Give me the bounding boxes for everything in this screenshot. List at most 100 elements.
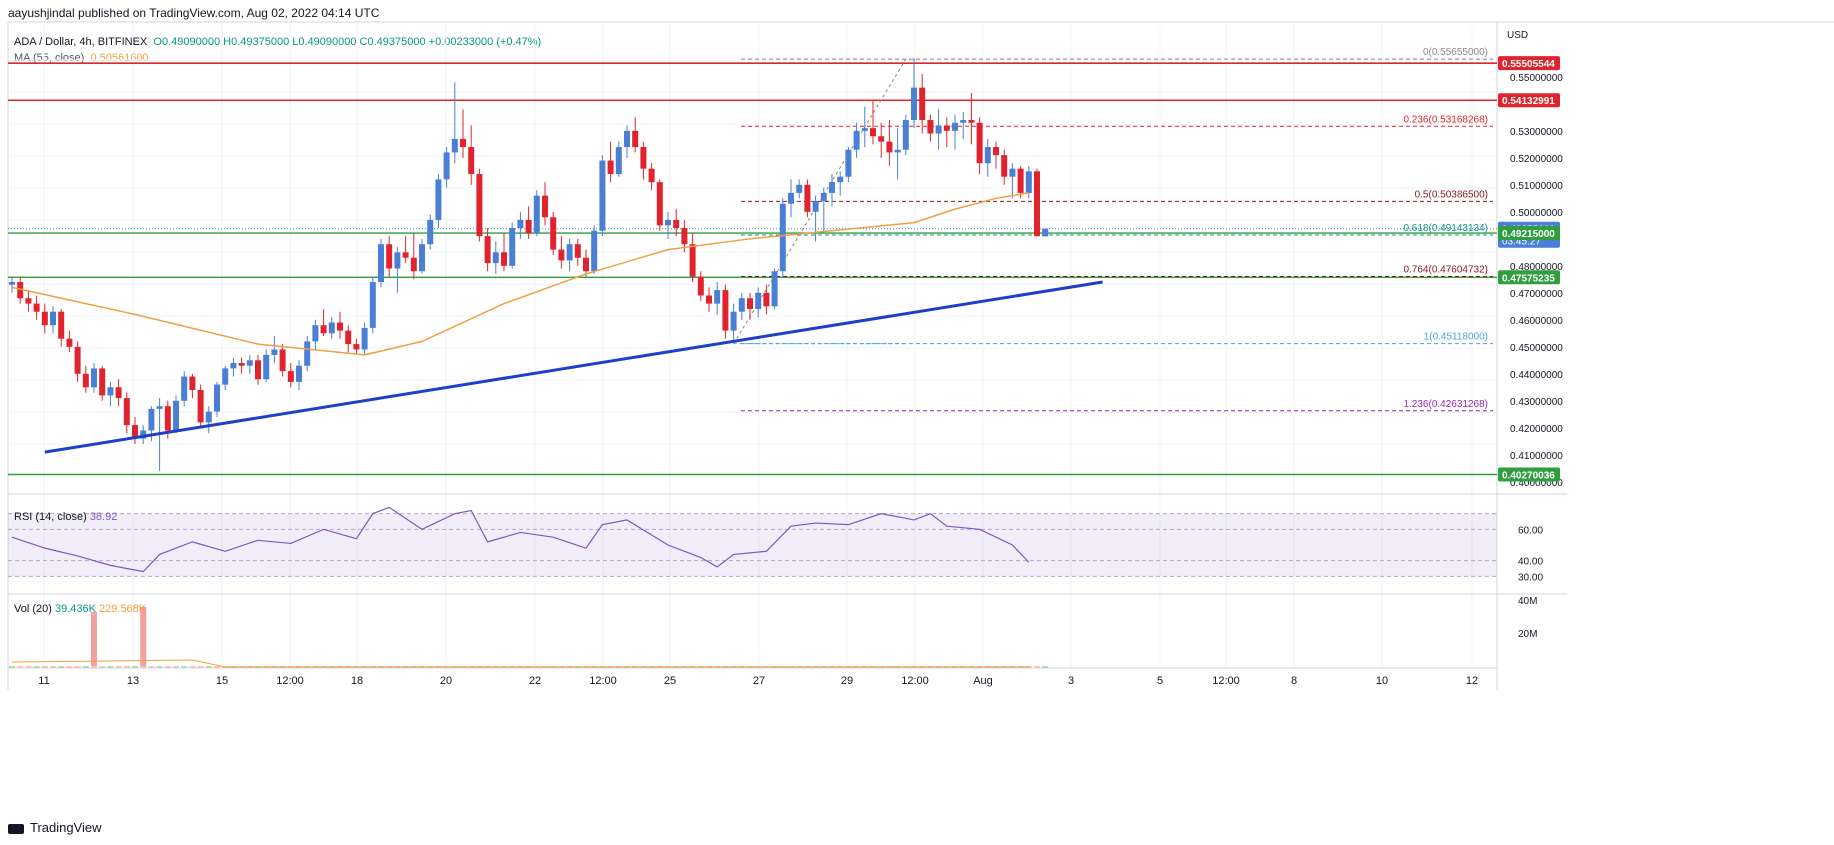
candle-up	[960, 120, 967, 123]
volume-bar	[41, 666, 48, 668]
time-tick-label: 15	[216, 675, 228, 687]
rsi-tick-label: 40.00	[1518, 557, 1543, 568]
candle-down	[632, 130, 639, 148]
price-tick-label: 0.53000000	[1510, 127, 1563, 138]
candle-up	[156, 406, 163, 409]
price-badge-value: 0.47575235	[1502, 273, 1555, 284]
candle-down	[886, 141, 893, 153]
volume-bar	[99, 666, 106, 668]
candle-up	[263, 354, 270, 380]
candle-up	[599, 160, 606, 231]
candle-down	[550, 217, 557, 250]
candle-up	[935, 125, 942, 134]
candle-up	[812, 201, 819, 212]
symbol-name[interactable]: ADA / Dollar, 4h, BITFINEX	[14, 36, 148, 48]
candle-down	[878, 136, 885, 142]
candle-up	[665, 219, 671, 226]
price-badge-value: 0.54132991	[1502, 96, 1555, 107]
volume-bar	[91, 666, 97, 668]
candle-up	[779, 203, 786, 272]
ohlc-values: O0.49090000 H0.49375000 L0.49090000 C0.4…	[153, 36, 542, 48]
volume-bar	[66, 666, 73, 668]
candle-down	[17, 282, 24, 299]
candle-down	[25, 298, 32, 304]
price-tick-label: 0.40000000	[1510, 478, 1563, 489]
candle-down	[484, 236, 491, 264]
candle-up	[566, 244, 573, 261]
moving-average-line	[11, 192, 1029, 356]
volume-bar	[1042, 666, 1049, 668]
time-tick-label: 12:00	[589, 675, 617, 687]
time-tick-label: 18	[351, 675, 363, 687]
candle-down	[681, 228, 688, 245]
candle-up	[296, 365, 302, 382]
ma-label[interactable]: MA (55, close)	[14, 52, 85, 64]
candle-down	[410, 257, 417, 272]
candle-down	[337, 322, 343, 331]
price-badge	[1498, 93, 1560, 108]
volume-bar	[173, 666, 179, 668]
volume-bar	[58, 666, 65, 668]
price-badge-value: 0.40270036	[1502, 471, 1555, 482]
candle-up	[615, 147, 622, 175]
price-badge	[1498, 467, 1560, 482]
candle-up	[378, 244, 384, 283]
time-tick-label: 25	[664, 675, 676, 687]
candle-down	[525, 219, 532, 234]
price-tick-label: 0.42000000	[1510, 424, 1563, 435]
time-tick-label: 8	[1291, 675, 1297, 687]
ma-value: 0.50561600	[90, 52, 149, 64]
candle-down	[164, 406, 171, 431]
candle-up	[419, 244, 425, 272]
volume-bar	[164, 666, 171, 668]
volume-bar	[189, 666, 196, 668]
volume-bar	[9, 666, 15, 668]
volume-bar	[181, 666, 188, 668]
time-tick-label: 11	[38, 675, 49, 687]
candle-down	[574, 244, 581, 258]
candle-down	[1034, 171, 1040, 237]
candle-up	[624, 130, 630, 148]
candle-up	[451, 138, 458, 153]
price-tick-label: 0.45000000	[1510, 343, 1563, 354]
candle-up	[984, 147, 991, 164]
time-tick-label: 29	[841, 675, 853, 687]
candle-up	[517, 219, 524, 229]
price-tick-label: 0.50000000	[1510, 208, 1563, 219]
volume-bar	[140, 666, 147, 668]
candle-down	[468, 147, 475, 175]
candle-down	[386, 244, 393, 269]
candle-down	[115, 387, 122, 399]
candle-up	[820, 192, 827, 202]
candle-up	[181, 376, 188, 401]
candle-down	[804, 184, 811, 212]
tradingview-brand[interactable]: TradingView	[8, 820, 102, 835]
volume-bar	[1034, 666, 1040, 668]
candle-up	[533, 195, 540, 234]
volume-bar	[205, 666, 212, 668]
candle-down	[689, 244, 696, 277]
price-badge-value: 0.55505544	[1502, 59, 1555, 70]
trend-line	[44, 280, 1103, 454]
volume-ma-line	[11, 659, 1029, 668]
volume-legend: Vol (20) 39.436K 229.568K	[14, 603, 147, 615]
candle-down	[287, 371, 294, 382]
rsi-legend: RSI (14, close) 38.92	[14, 511, 117, 523]
brand-label: TradingView	[30, 820, 102, 835]
candle-up	[788, 192, 794, 204]
candle-down	[501, 252, 507, 266]
candle-up	[1025, 171, 1032, 193]
candle-up	[911, 87, 917, 121]
candle-down	[722, 290, 729, 331]
candle-up	[107, 387, 114, 396]
candle-up	[328, 322, 335, 334]
candle-down	[927, 120, 934, 134]
candle-up	[853, 130, 860, 150]
price-badge-value: 0.49215000	[1502, 229, 1555, 240]
fib-guide-line	[733, 58, 907, 344]
volume-bar	[197, 666, 204, 668]
volume-bar	[214, 666, 220, 668]
price-tick-label: 0.51000000	[1510, 181, 1563, 192]
candle-up	[1009, 168, 1016, 177]
